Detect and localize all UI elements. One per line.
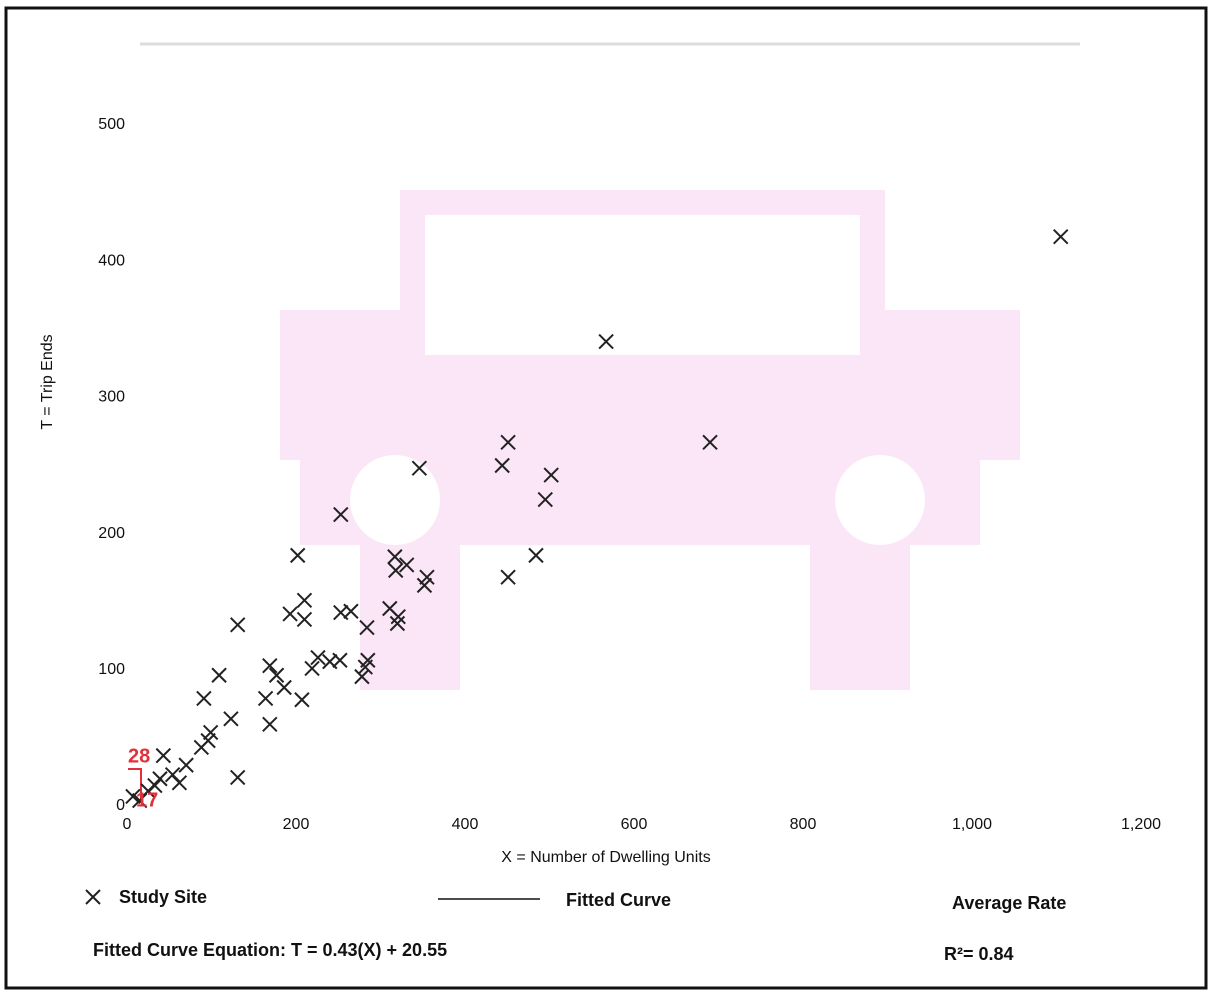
r-squared: R²= 0.84	[944, 944, 1014, 964]
point	[178, 757, 194, 773]
legend-label: Average Rate	[952, 893, 1066, 913]
point	[389, 615, 406, 632]
point	[257, 690, 274, 707]
point	[332, 652, 348, 668]
point	[500, 434, 516, 451]
point	[388, 562, 404, 579]
point	[387, 549, 403, 565]
x-tick-label: 0	[123, 816, 132, 833]
point	[193, 739, 210, 756]
y-tick-label: 300	[98, 389, 125, 406]
x-tick-label: 1,000	[952, 816, 992, 833]
point	[354, 668, 370, 685]
annotation: 28	[128, 745, 150, 767]
point	[598, 333, 614, 350]
point	[229, 617, 246, 633]
point	[152, 771, 168, 787]
point	[276, 679, 292, 696]
point	[333, 506, 349, 523]
point	[500, 569, 516, 585]
y-tick-label: 400	[98, 252, 125, 269]
point	[268, 667, 285, 683]
legend-label: Study Site	[119, 887, 207, 907]
annotation: 17	[136, 789, 158, 811]
legend-marker	[85, 889, 101, 905]
point	[125, 788, 141, 805]
point	[357, 659, 373, 675]
x-tick-label: 800	[790, 816, 817, 833]
x-tick-label: 1,200	[1121, 816, 1161, 833]
point	[294, 692, 310, 708]
equation: Fitted Curve Equation: T = 0.43(X) + 20.…	[93, 940, 447, 960]
point	[211, 667, 227, 683]
point	[1053, 228, 1069, 245]
point	[702, 434, 718, 451]
y-axis-label: T = Trip Ends	[39, 334, 56, 429]
point	[411, 460, 428, 476]
y-tick-label: 0	[116, 797, 125, 814]
x-tick-label: 600	[621, 816, 648, 833]
x-tick-label: 400	[452, 816, 479, 833]
point	[310, 649, 326, 666]
legend: Fitted Curve Average Rate Study Site	[85, 887, 1066, 913]
point	[537, 491, 553, 508]
point	[543, 467, 559, 483]
x-tick-label: 200	[283, 816, 310, 833]
point	[343, 603, 359, 619]
point	[494, 457, 510, 474]
point	[359, 619, 375, 636]
point	[296, 611, 313, 628]
legend-label: Fitted Curve	[566, 890, 671, 910]
point	[528, 547, 544, 564]
y-tick-label: 500	[98, 116, 125, 133]
y-tick-label: 200	[98, 525, 125, 542]
annotation-bracket	[128, 768, 142, 800]
x-axis-label: X = Number of Dwelling Units	[501, 849, 710, 866]
point	[229, 769, 246, 786]
y-tick-label: 100	[98, 661, 125, 678]
point	[289, 547, 306, 564]
point	[131, 792, 148, 809]
point	[171, 775, 188, 791]
point	[416, 577, 433, 594]
point	[155, 747, 172, 764]
point	[223, 711, 239, 727]
point	[282, 606, 298, 622]
point	[296, 592, 313, 609]
point	[304, 660, 320, 677]
watermark-holes	[350, 215, 925, 545]
point	[262, 658, 278, 674]
point	[262, 716, 278, 732]
point	[196, 690, 212, 707]
point	[398, 557, 415, 573]
point	[390, 608, 406, 625]
